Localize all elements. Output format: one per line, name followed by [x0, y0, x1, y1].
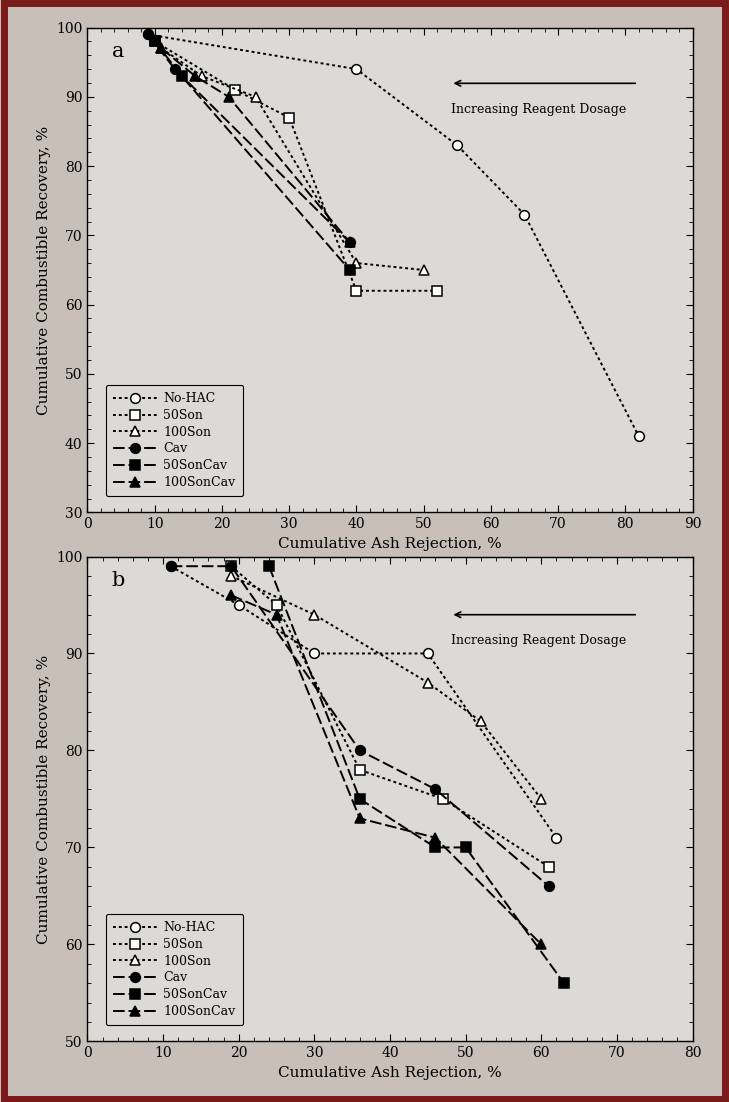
Y-axis label: Cumulative Combustible Recovery, %: Cumulative Combustible Recovery, % — [36, 126, 51, 414]
X-axis label: Cumulative Ash Rejection, %: Cumulative Ash Rejection, % — [278, 1066, 502, 1080]
Legend: No-HAC, 50Son, 100Son, Cav, 50SonCav, 100SonCav: No-HAC, 50Son, 100Son, Cav, 50SonCav, 10… — [106, 385, 243, 497]
Legend: No-HAC, 50Son, 100Son, Cav, 50SonCav, 100SonCav: No-HAC, 50Son, 100Son, Cav, 50SonCav, 10… — [106, 914, 243, 1026]
Text: Increasing Reagent Dosage: Increasing Reagent Dosage — [451, 102, 625, 116]
X-axis label: Cumulative Ash Rejection, %: Cumulative Ash Rejection, % — [278, 537, 502, 551]
Text: b: b — [112, 571, 125, 590]
Text: Increasing Reagent Dosage: Increasing Reagent Dosage — [451, 634, 625, 647]
Y-axis label: Cumulative Combustible Recovery, %: Cumulative Combustible Recovery, % — [36, 655, 51, 943]
Text: a: a — [112, 42, 124, 61]
